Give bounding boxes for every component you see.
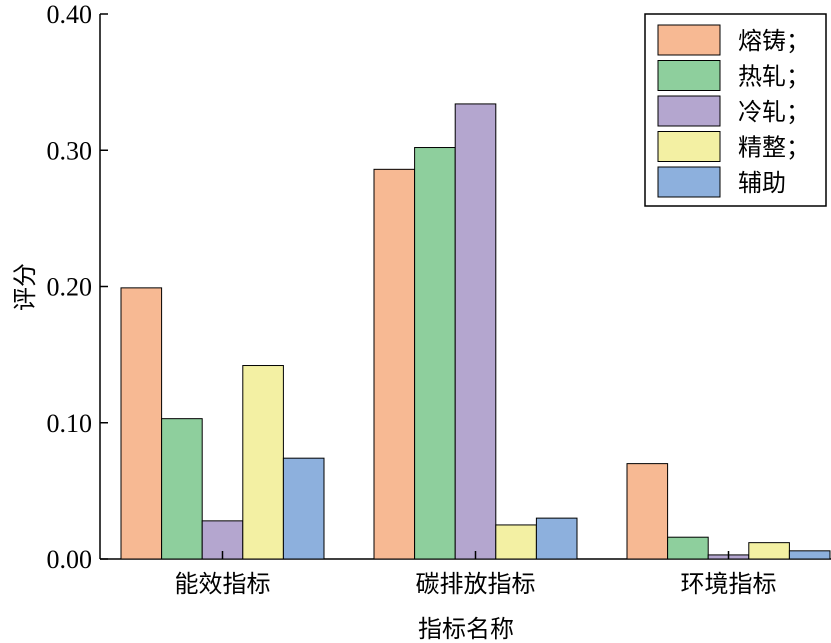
y-tick-label: 0.10 [47, 409, 93, 438]
bar [282, 457, 325, 560]
legend-swatch [657, 166, 721, 198]
x-category-label: 环境指标 [681, 570, 777, 598]
bar [120, 287, 163, 560]
x-category-labels: 能效指标 碳排放指标 环境指标 [175, 551, 777, 598]
y-tick-label: 0.40 [47, 0, 93, 29]
legend-label: 辅助 [738, 169, 786, 197]
legend-label: 熔铸； [738, 27, 810, 55]
legend-label: 热轧； [738, 63, 810, 91]
x-category-label: 碳排放指标 [416, 570, 536, 598]
legend-label: 精整； [738, 134, 810, 162]
x-category-label: 能效指标 [175, 570, 271, 598]
bar [495, 524, 537, 560]
bar [242, 365, 284, 560]
legend-swatch [657, 95, 721, 127]
y-ticks: 0.00 0.10 0.20 0.30 0.40 [47, 0, 108, 574]
bar [161, 418, 203, 560]
bar [373, 168, 416, 560]
bar [414, 147, 456, 560]
legend: 熔铸； 热轧； 冷轧； 精整； 辅助 [644, 13, 827, 207]
bar [667, 536, 709, 560]
y-tick-label: 0.00 [47, 545, 93, 574]
bar [535, 517, 578, 560]
legend-swatch [657, 60, 721, 91]
bars [120, 103, 831, 560]
bar [748, 542, 790, 560]
bar [454, 103, 497, 560]
x-axis-title: 指标名称 [418, 615, 514, 643]
y-axis-title: 评分 [11, 263, 39, 311]
y-tick-label: 0.30 [47, 136, 93, 165]
legend-swatch [657, 131, 721, 162]
bar [626, 463, 669, 560]
legend-swatch [657, 24, 721, 56]
legend-label: 冷轧； [738, 98, 810, 126]
y-tick-label: 0.20 [47, 273, 93, 302]
bar [788, 550, 831, 560]
